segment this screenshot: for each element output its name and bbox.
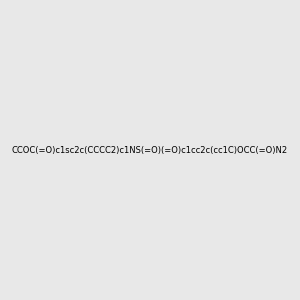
Text: CCOC(=O)c1sc2c(CCCC2)c1NS(=O)(=O)c1cc2c(cc1C)OCC(=O)N2: CCOC(=O)c1sc2c(CCCC2)c1NS(=O)(=O)c1cc2c(… xyxy=(12,146,288,154)
